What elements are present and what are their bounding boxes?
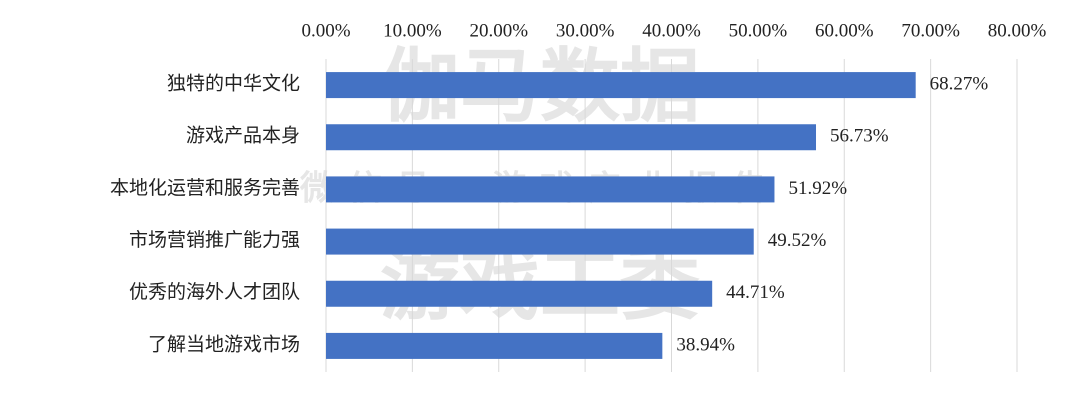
bar: [326, 228, 754, 255]
x-tick-label: 20.00%: [469, 20, 528, 41]
bar: [326, 332, 663, 359]
x-tick-label: 50.00%: [729, 20, 788, 41]
x-tick-label: 0.00%: [301, 20, 350, 41]
value-label: 51.92%: [788, 178, 847, 199]
x-tick-label: 10.00%: [383, 20, 442, 41]
bar: [326, 124, 817, 151]
x-tick-label: 70.00%: [901, 20, 960, 41]
value-label: 68.27%: [930, 73, 989, 94]
y-tick-label: 游戏产品本身: [186, 125, 300, 147]
value-label: 56.73%: [830, 126, 889, 147]
bar: [326, 72, 916, 99]
x-tick-label: 40.00%: [642, 20, 701, 41]
x-tick-label: 60.00%: [815, 20, 874, 41]
y-tick-label: 本地化运营和服务完善: [110, 177, 300, 199]
value-label: 49.52%: [768, 230, 827, 251]
bar: [326, 176, 775, 203]
x-tick-label: 80.00%: [988, 20, 1047, 41]
bar: [326, 280, 713, 307]
value-label: 38.94%: [676, 334, 735, 355]
y-tick-label: 市场营销推广能力强: [129, 229, 300, 251]
y-tick-label: 了解当地游戏市场: [148, 333, 300, 355]
y-tick-label: 优秀的海外人才团队: [129, 281, 300, 303]
x-tick-label: 30.00%: [556, 20, 615, 41]
value-label: 44.71%: [726, 282, 785, 303]
y-tick-label: 独特的中华文化: [167, 72, 300, 94]
